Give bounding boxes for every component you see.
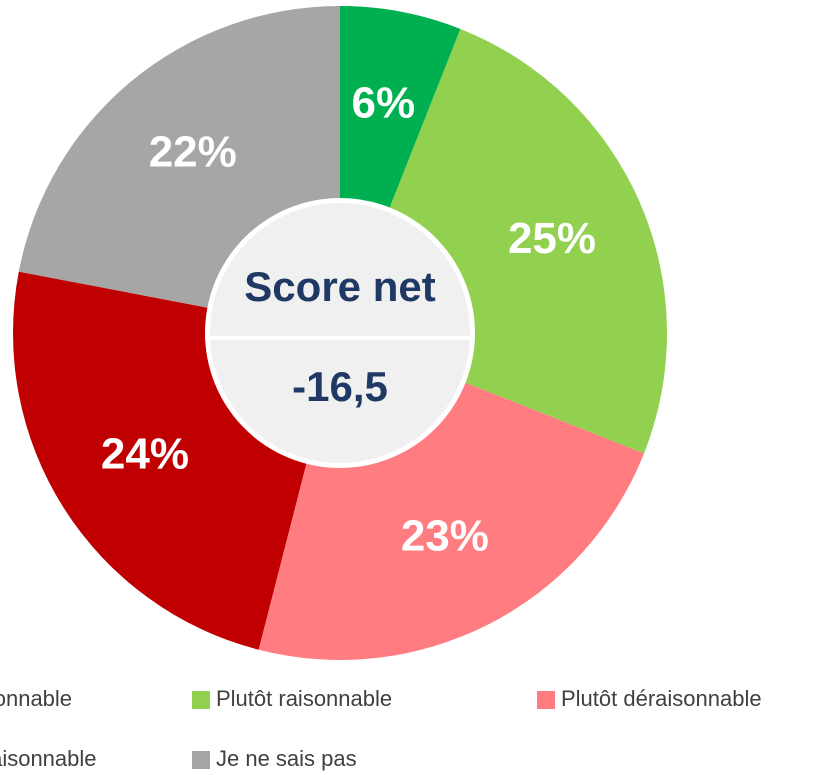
data-label: 23% (401, 511, 489, 560)
legend-label: Je ne sais pas (216, 746, 357, 771)
legend-swatch (537, 691, 555, 709)
slice (258, 382, 645, 660)
legend-label: Très déraisonnable (0, 746, 97, 771)
center-title: Score net (244, 263, 435, 310)
slice (13, 271, 307, 650)
data-label: 25% (508, 214, 596, 263)
slice (18, 6, 341, 308)
data-label: 22% (149, 128, 237, 177)
data-label: 6% (351, 79, 415, 128)
legend-label: Plutôt déraisonnable (561, 686, 762, 711)
center-disc (210, 203, 470, 463)
data-label: 24% (101, 429, 189, 478)
legend-swatch (192, 751, 210, 769)
legend-swatch (192, 691, 210, 709)
center-value: -16,5 (292, 363, 388, 410)
slice (389, 28, 667, 454)
slice (340, 6, 461, 208)
legend-label: Très raisonnable (0, 686, 72, 711)
legend-label: Plutôt raisonnable (216, 686, 392, 711)
